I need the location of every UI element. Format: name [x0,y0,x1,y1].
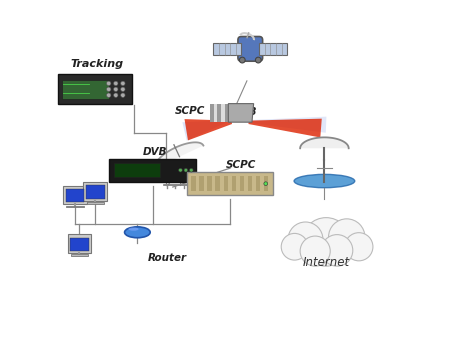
Text: Router: Router [148,253,187,264]
Text: DVB: DVB [233,107,257,117]
Circle shape [121,81,125,86]
FancyBboxPatch shape [86,202,104,204]
Circle shape [113,87,118,91]
FancyBboxPatch shape [68,235,91,253]
Bar [210,103,214,122]
Circle shape [321,235,353,266]
Bar [207,176,212,191]
Bar [217,103,221,122]
Circle shape [107,87,111,91]
Bar [214,103,217,122]
Circle shape [264,182,268,186]
Ellipse shape [125,227,150,238]
Circle shape [184,168,188,172]
Polygon shape [182,120,227,141]
Bar [256,176,261,191]
Text: Tracking: Tracking [70,59,123,69]
Circle shape [328,219,365,255]
Bar [232,176,236,191]
Ellipse shape [128,227,139,231]
Bar [221,103,225,122]
Circle shape [113,93,118,97]
FancyBboxPatch shape [66,189,85,203]
Text: Internet: Internet [302,256,350,269]
FancyBboxPatch shape [63,186,87,204]
Text: DVB: DVB [143,147,167,157]
Circle shape [107,93,111,97]
FancyBboxPatch shape [71,254,88,256]
Bar [191,176,196,191]
Bar [225,103,228,122]
Circle shape [288,222,323,257]
Circle shape [256,57,261,63]
FancyBboxPatch shape [83,182,107,201]
Circle shape [302,218,351,266]
Text: SCPC: SCPC [175,106,206,116]
FancyBboxPatch shape [66,206,84,208]
Bar [199,176,204,191]
Bar [264,176,269,191]
FancyBboxPatch shape [62,80,109,98]
Polygon shape [184,119,232,141]
FancyBboxPatch shape [58,74,132,104]
Polygon shape [300,137,349,148]
Polygon shape [248,119,322,137]
Circle shape [281,234,308,260]
Bar [216,176,220,191]
Polygon shape [259,43,287,55]
FancyBboxPatch shape [238,36,263,61]
Circle shape [121,93,125,97]
Bar [224,176,228,191]
FancyBboxPatch shape [70,238,89,251]
Circle shape [107,81,111,86]
Polygon shape [228,104,254,122]
FancyBboxPatch shape [109,158,196,182]
Polygon shape [244,117,326,133]
Bar [240,176,244,191]
Ellipse shape [294,174,355,188]
FancyBboxPatch shape [114,163,160,177]
Circle shape [189,168,193,172]
Bar [248,176,252,191]
Text: SCPC: SCPC [226,160,256,170]
Circle shape [113,81,118,86]
Polygon shape [155,142,203,168]
Polygon shape [213,43,241,55]
Circle shape [179,168,182,172]
FancyBboxPatch shape [187,172,274,195]
Circle shape [300,236,330,266]
Circle shape [239,57,245,63]
Circle shape [121,87,125,91]
FancyBboxPatch shape [86,185,104,199]
Circle shape [345,233,373,261]
